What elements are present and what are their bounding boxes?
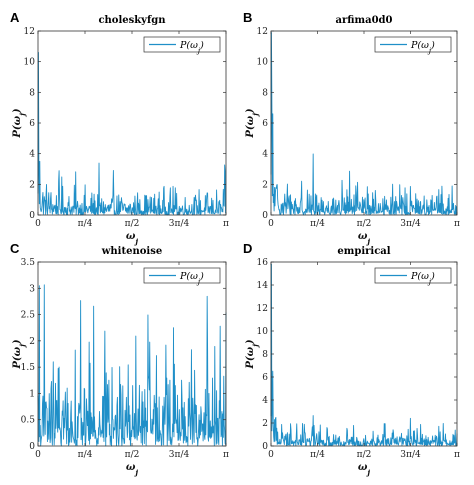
x-axis-label: ωj [126,231,139,246]
x-axis-label: ωj [358,231,371,246]
y-tick-label: 0 [29,442,35,452]
y-tick-label: 6 [29,119,35,129]
x-tick-label: π [223,219,229,229]
y-tick-label: 0 [262,211,268,221]
y-tick-label: 12 [257,304,268,314]
y-tick-label: 2 [29,337,35,347]
series-line [37,284,227,447]
plot-frame [270,261,458,447]
chart-title: arfima0d0 [336,15,393,26]
y-tick-label: 0.5 [21,416,36,426]
legend-label: P(ωj) [179,40,204,55]
legend-box [143,36,221,53]
y-tick-label: 12 [24,27,35,37]
y-tick-label: 1 [29,389,35,399]
y-tick-label: 2 [262,419,268,429]
series-line [37,52,227,216]
y-tick-label: 2.5 [21,311,36,321]
x-axis-label: ωj [126,462,139,477]
y-tick-label: 0 [29,211,35,221]
y-tick-label: 10 [24,58,36,68]
y-axis-label: P(ωj) [245,108,260,139]
y-tick-label: 8 [262,350,268,360]
y-axis-label: P(ωj) [245,339,260,370]
x-tick-label: π [223,450,229,460]
x-tick-label: π/2 [125,450,140,460]
x-tick-label: π/4 [78,219,93,229]
y-tick-label: 6 [262,119,268,129]
y-tick-label: 1.5 [21,363,36,373]
y-axis-label: P(ωj) [12,339,27,370]
y-tick-label: 3.5 [21,258,36,268]
legend-box [374,267,452,284]
y-tick-label: 8 [29,88,35,98]
y-tick-label: 10 [257,58,269,68]
panel-letter: A [10,10,20,25]
legend-label: P(ωj) [179,271,204,286]
x-tick-label: π/4 [310,450,325,460]
y-tick-label: 8 [262,88,268,98]
x-tick-label: 0 [268,450,274,460]
panel-letter: B [243,10,252,25]
y-tick-label: 14 [257,281,269,291]
y-tick-label: 2 [29,180,35,190]
y-tick-label: 4 [29,150,35,160]
y-tick-label: 2 [262,180,268,190]
y-tick-label: 4 [262,150,268,160]
x-tick-label: π/2 [125,219,140,229]
x-tick-label: π/2 [357,219,372,229]
chart-title: choleskyfgn [98,15,166,26]
y-tick-label: 16 [257,258,269,268]
chart-title: empirical [337,246,390,257]
panel-letter: C [10,241,20,256]
legend-label: P(ωj) [410,40,435,55]
y-tick-label: 12 [257,27,268,37]
x-tick-label: π/2 [357,450,372,460]
x-tick-label: 3π/4 [400,450,421,460]
x-tick-label: 0 [35,219,41,229]
y-tick-label: 6 [262,373,268,383]
legend-label: P(ωj) [410,271,435,286]
x-tick-label: 0 [35,450,41,460]
x-tick-label: 0 [268,219,274,229]
x-tick-label: 3π/4 [400,219,421,229]
x-tick-label: 3π/4 [169,450,190,460]
y-tick-label: 0 [262,442,268,452]
y-tick-label: 10 [257,327,269,337]
x-tick-label: π [454,219,460,229]
legend-box [143,267,221,284]
x-axis-label: ωj [358,462,371,477]
x-tick-label: π/4 [310,219,325,229]
series-line [270,263,458,447]
y-tick-label: 4 [262,396,268,406]
y-axis-label: P(ωj) [12,108,27,139]
chart-title: whitenoise [101,246,162,257]
plot-frame [37,30,227,216]
series-line [270,32,458,216]
legend-box [374,36,452,53]
x-tick-label: π [454,450,460,460]
x-tick-label: π/4 [78,450,93,460]
y-tick-label: 3 [29,284,35,294]
plot-frame [270,30,458,216]
panel-letter: D [243,241,252,256]
x-tick-label: 3π/4 [169,219,190,229]
